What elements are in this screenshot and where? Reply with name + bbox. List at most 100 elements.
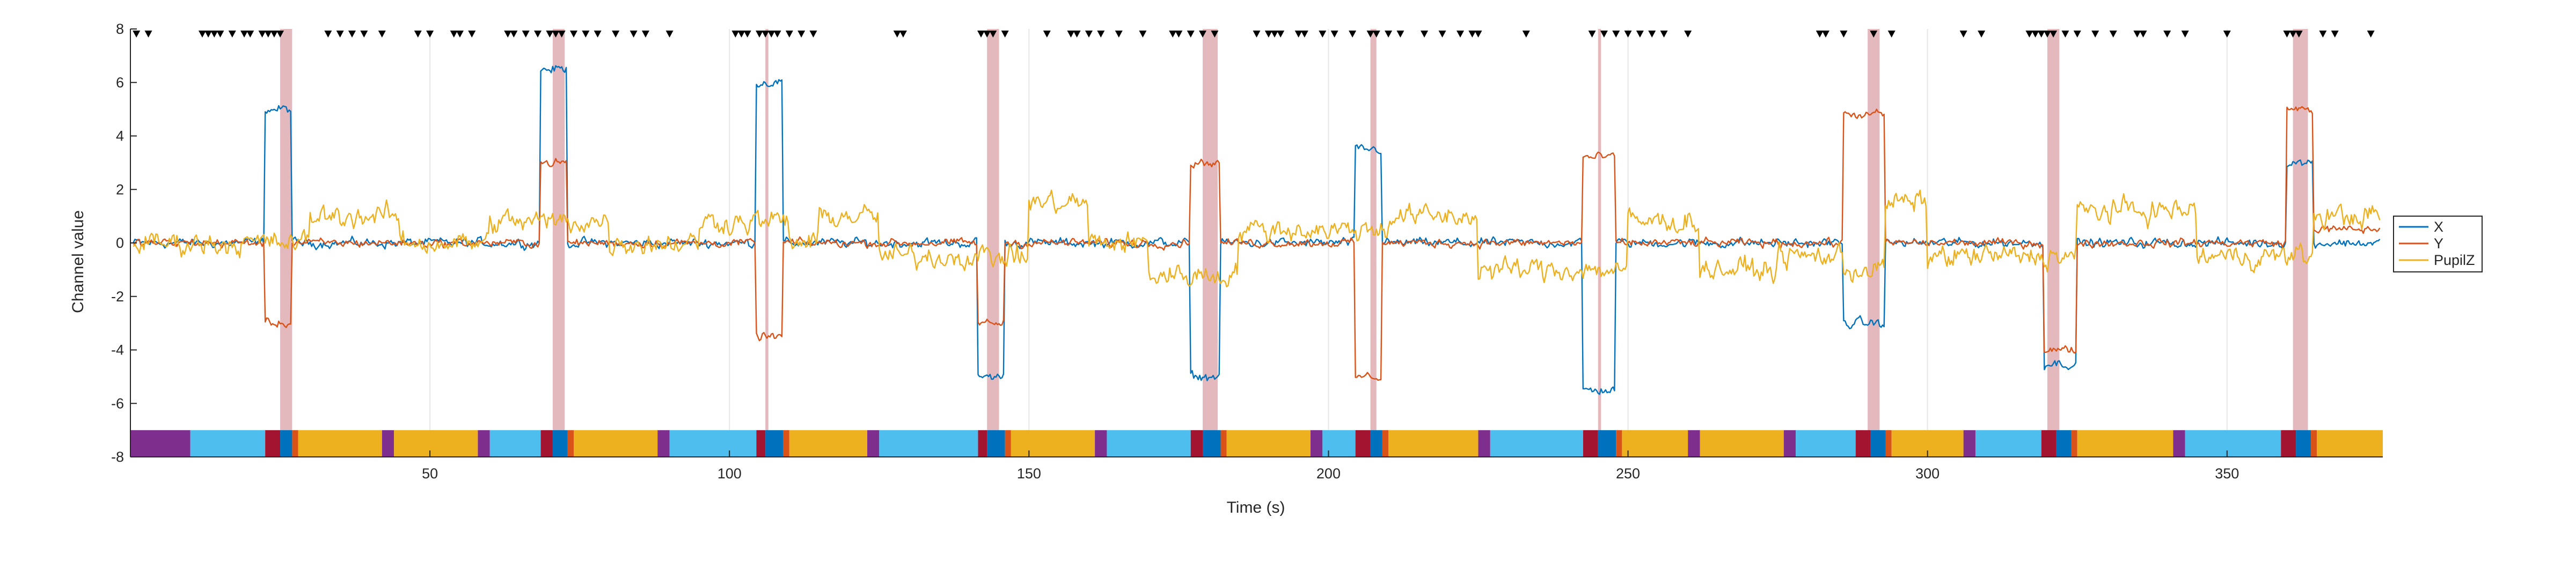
color-bar-block — [1226, 430, 1311, 457]
x-tick-label: 350 — [2215, 465, 2239, 482]
color-bar-block — [2311, 430, 2317, 457]
color-bar-block — [789, 430, 867, 457]
y-tick-label: -2 — [111, 289, 124, 305]
color-bar-block — [2056, 430, 2072, 457]
event-marker — [2031, 31, 2039, 38]
y-tick-label: 8 — [116, 21, 124, 37]
event-marker — [264, 31, 272, 38]
event-marker — [378, 31, 386, 38]
event-marker — [2331, 31, 2339, 38]
color-bar — [130, 430, 2383, 457]
event-marker — [1264, 31, 1272, 38]
color-bar-block — [567, 430, 574, 457]
event-marker — [210, 31, 218, 38]
event-marker — [899, 31, 907, 38]
event-markers — [133, 31, 2375, 38]
event-marker — [216, 31, 224, 38]
color-bar-block — [867, 430, 880, 457]
color-bar-block — [1478, 430, 1490, 457]
event-marker — [558, 31, 566, 38]
event-marker — [1636, 31, 1644, 38]
event-marker — [983, 31, 991, 38]
event-marker — [1175, 31, 1183, 38]
event-marker — [276, 31, 284, 38]
color-bar-block — [987, 430, 1005, 457]
event-marker — [1978, 31, 1986, 38]
event-marker — [2283, 31, 2291, 38]
event-marker — [1253, 31, 1261, 38]
color-bar-block — [669, 430, 757, 457]
y-tick-label: 4 — [116, 128, 124, 144]
event-marker — [1366, 31, 1374, 38]
color-bar-block — [2317, 430, 2383, 457]
event-marker — [1522, 31, 1530, 38]
event-marker — [785, 31, 793, 38]
highlight-band — [280, 29, 292, 457]
color-bar-block — [1598, 430, 1616, 457]
event-marker — [762, 31, 770, 38]
event-marker — [743, 31, 751, 38]
color-bar-block — [190, 430, 266, 457]
color-bar-block — [2173, 430, 2185, 457]
event-marker — [1959, 31, 1967, 38]
event-marker — [1330, 31, 1338, 38]
color-bar-block — [1220, 430, 1227, 457]
event-marker — [133, 31, 141, 38]
color-bar-block — [2071, 430, 2077, 457]
event-marker — [270, 31, 278, 38]
color-bar-block — [2185, 430, 2281, 457]
series-line-pupilz — [133, 189, 2381, 287]
event-marker — [797, 31, 806, 38]
event-marker — [2050, 31, 2058, 38]
color-bar-block — [2296, 430, 2311, 457]
event-marker — [2139, 31, 2147, 38]
event-marker — [630, 31, 638, 38]
event-marker — [2163, 31, 2171, 38]
event-marker — [1457, 31, 1465, 38]
event-marker — [1043, 31, 1051, 38]
color-bar-block — [1310, 430, 1323, 457]
color-bar-block — [1095, 430, 1107, 457]
legend-label-y: Y — [2434, 235, 2443, 252]
event-marker — [1396, 31, 1404, 38]
color-bar-block — [1190, 430, 1203, 457]
color-bar-block — [292, 430, 298, 457]
color-bar-block — [280, 430, 292, 457]
color-bar-block — [1700, 430, 1784, 457]
event-marker — [641, 31, 649, 38]
color-bar-block — [540, 430, 553, 457]
color-bar-block — [1203, 430, 1221, 457]
event-marker — [1097, 31, 1105, 38]
event-marker — [1277, 31, 1285, 38]
event-marker — [1169, 31, 1177, 38]
color-bar-block — [382, 430, 394, 457]
event-marker — [1187, 31, 1195, 38]
color-bar-block — [394, 430, 478, 457]
event-marker — [1300, 31, 1308, 38]
event-marker — [204, 31, 213, 38]
color-bar-block — [783, 430, 789, 457]
event-marker — [2043, 31, 2051, 38]
y-tick-label: -4 — [111, 342, 124, 358]
color-bar-block — [1583, 430, 1598, 457]
event-marker — [989, 31, 997, 38]
color-bar-block — [1107, 430, 1191, 457]
color-bar-block — [1783, 430, 1796, 457]
event-marker — [2133, 31, 2141, 38]
event-marker — [258, 31, 266, 38]
highlight-band — [1868, 29, 1880, 457]
color-bar-block — [1796, 430, 1856, 457]
series-line-x — [133, 65, 2381, 395]
color-bar-block — [1388, 430, 1479, 457]
color-bar-block — [1885, 430, 1892, 457]
event-marker — [570, 31, 578, 38]
event-marker — [522, 31, 530, 38]
highlight-band — [552, 29, 565, 457]
event-marker — [1270, 31, 1278, 38]
event-marker — [1067, 31, 1075, 38]
x-tick-label: 300 — [1915, 465, 1940, 482]
event-marker — [1887, 31, 1896, 38]
event-marker — [450, 31, 458, 38]
color-bar-block — [2077, 430, 2174, 457]
